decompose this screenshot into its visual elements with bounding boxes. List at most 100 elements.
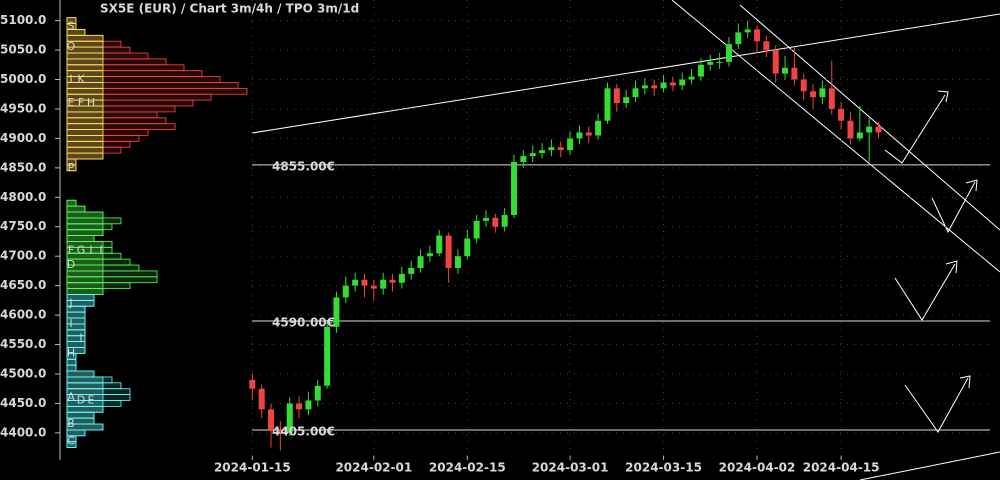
value-area-row [66,117,104,125]
grid [55,0,990,460]
candle-body [763,41,770,51]
value-area-row [66,146,104,154]
arrow-head [965,179,978,192]
value-area-row [66,358,77,366]
candle-body [511,161,518,215]
value-area-row [66,288,104,295]
tpo-letter: E [68,96,75,109]
candle-body [669,82,676,86]
value-area-row [66,87,104,95]
candle-body [641,85,648,89]
candle-body [342,285,349,298]
candle-body [492,217,499,227]
x-tick-label: 2024-03-01 [532,461,609,475]
tpo-letter: F [68,243,74,256]
x-tick-label: 2024-04-15 [803,461,880,475]
candle-body [754,29,761,42]
y-tick-label: 5000.0 [0,72,46,86]
tpo-letter: K [77,73,85,86]
value-area-row [66,282,104,289]
candle-body [501,214,508,227]
value-area-row [66,441,77,449]
candle-body [838,108,845,121]
arrow-head [945,260,958,274]
value-area-row [66,123,104,130]
value-area-row [66,64,104,72]
tpo-letter: S [68,20,75,33]
candle-body [389,279,396,283]
x-tick-label: 2024-02-15 [429,461,506,475]
y-tick-label: 5050.0 [0,43,46,57]
candles [249,20,882,451]
value-area-row [66,129,104,136]
arrow-path [894,263,956,321]
value-area-row [66,52,104,60]
tpo-letter: G [77,243,86,256]
value-area-row [66,58,104,66]
candle-body [744,29,751,33]
y-tick-label: 4700.0 [0,249,46,263]
candle-body [277,429,284,433]
tpo-letter: F [78,96,84,109]
candle-body [651,85,658,89]
candle-body [613,88,620,104]
candle-body [370,285,377,289]
tpo-letter: H [87,96,95,109]
chart-title: SX5E (EUR) / Chart 3m/4h / TPO 3m/1d [100,2,359,16]
candle-body [408,267,415,274]
candle-body [856,132,863,139]
candle-body [454,256,461,268]
tpo-letter: D [67,258,75,271]
candle-body [847,120,854,139]
candle-body [697,64,704,77]
value-area-row [66,276,104,284]
candle-body [604,88,611,121]
y-tick-label: 4400.0 [0,425,46,439]
value-area-row [66,111,104,119]
value-area-row [66,229,104,236]
trend-line [671,0,1000,273]
value-area-row [66,152,104,160]
candle-body [688,76,695,80]
arrow-path [904,377,969,433]
tpo-letter: A [67,391,75,404]
candle-body [296,403,303,410]
candle-body [772,50,779,74]
candle-body [716,61,723,63]
value-area-row [66,376,104,384]
candle-body [585,132,592,136]
candle-body [828,88,835,109]
candle-body [539,150,546,154]
trend-lines [251,0,1000,480]
candle-body [426,253,433,257]
tpo-letter: J [68,296,72,309]
value-area-row [66,223,104,231]
candle-body [286,403,293,433]
tpo-letter: O [67,40,76,53]
candle-body [249,379,256,389]
tpo-letter: E [88,393,95,406]
candle-body [660,82,667,89]
value-area-row [66,164,77,172]
tpo-letter: D [77,393,85,406]
candle-body [520,156,527,162]
y-tick-label: 5100.0 [0,13,46,27]
tpo-letter: I [89,243,92,256]
value-area-row [66,370,95,378]
level-label: 4405.00€ [272,424,335,438]
y-tick-label: 4750.0 [0,219,46,233]
candle-body [866,126,873,133]
value-area-row [66,364,77,372]
y-tick-label: 4650.0 [0,278,46,292]
candle-body [436,235,443,254]
trend-line [739,4,1000,231]
candle-body [679,79,686,86]
value-area-row [66,211,104,219]
level-label: 4590.00€ [272,315,335,329]
y-tick-label: 4500.0 [0,366,46,380]
candle-body [445,235,452,268]
candle-body [352,279,359,286]
tpo-letter: I [69,317,72,330]
candle-body [875,126,882,133]
